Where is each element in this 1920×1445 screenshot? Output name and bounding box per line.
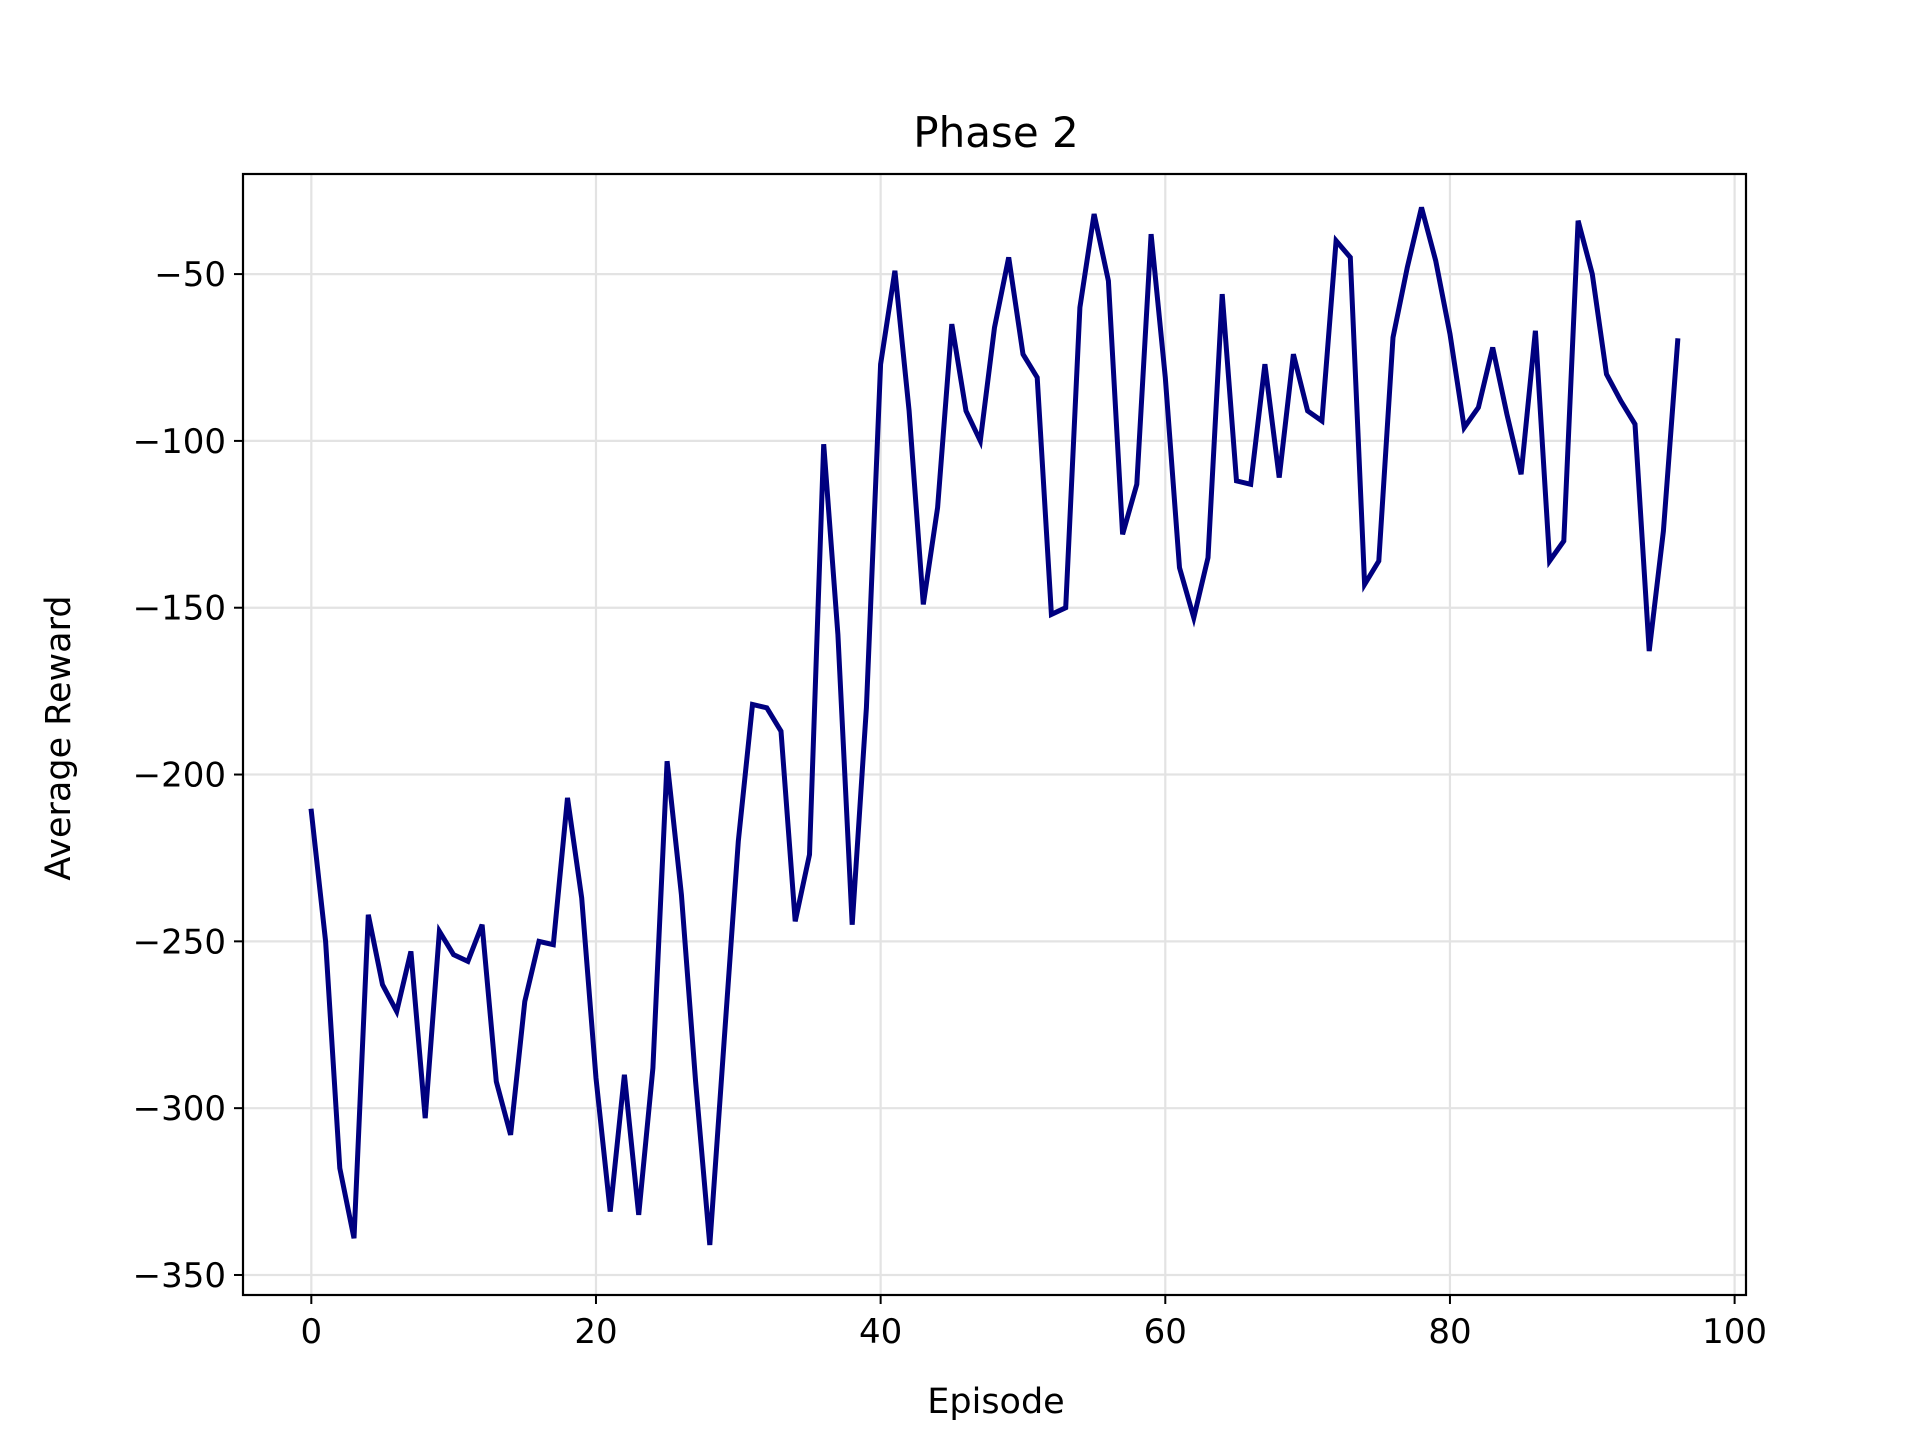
chart-title: Phase 2 (913, 108, 1078, 157)
x-tick-label: 0 (300, 1312, 322, 1352)
y-tick-label: −50 (154, 255, 226, 295)
x-tick-label: 60 (1144, 1312, 1187, 1352)
y-tick-label: −300 (133, 1089, 226, 1129)
y-axis-title: Average Reward (39, 595, 79, 880)
x-tick-label: 80 (1428, 1312, 1471, 1352)
x-tick-label: 100 (1702, 1312, 1767, 1352)
y-tick-label: −150 (133, 589, 226, 629)
plot-frame (241, 172, 1748, 1297)
y-tick-label: −200 (133, 756, 226, 796)
y-tick-label: −350 (133, 1256, 226, 1296)
x-tick-label: 20 (574, 1312, 617, 1352)
x-axis-title: Episode (927, 1382, 1064, 1422)
y-tick-label: −100 (133, 422, 226, 462)
y-tick-label: −250 (133, 922, 226, 962)
axis-ticks: 0 20 40 60 80 100 −350 −300 −250 −200 −150 −100 −50 (133, 255, 1767, 1352)
x-tick-label: 40 (859, 1312, 902, 1352)
series-line (308, 206, 1681, 1246)
